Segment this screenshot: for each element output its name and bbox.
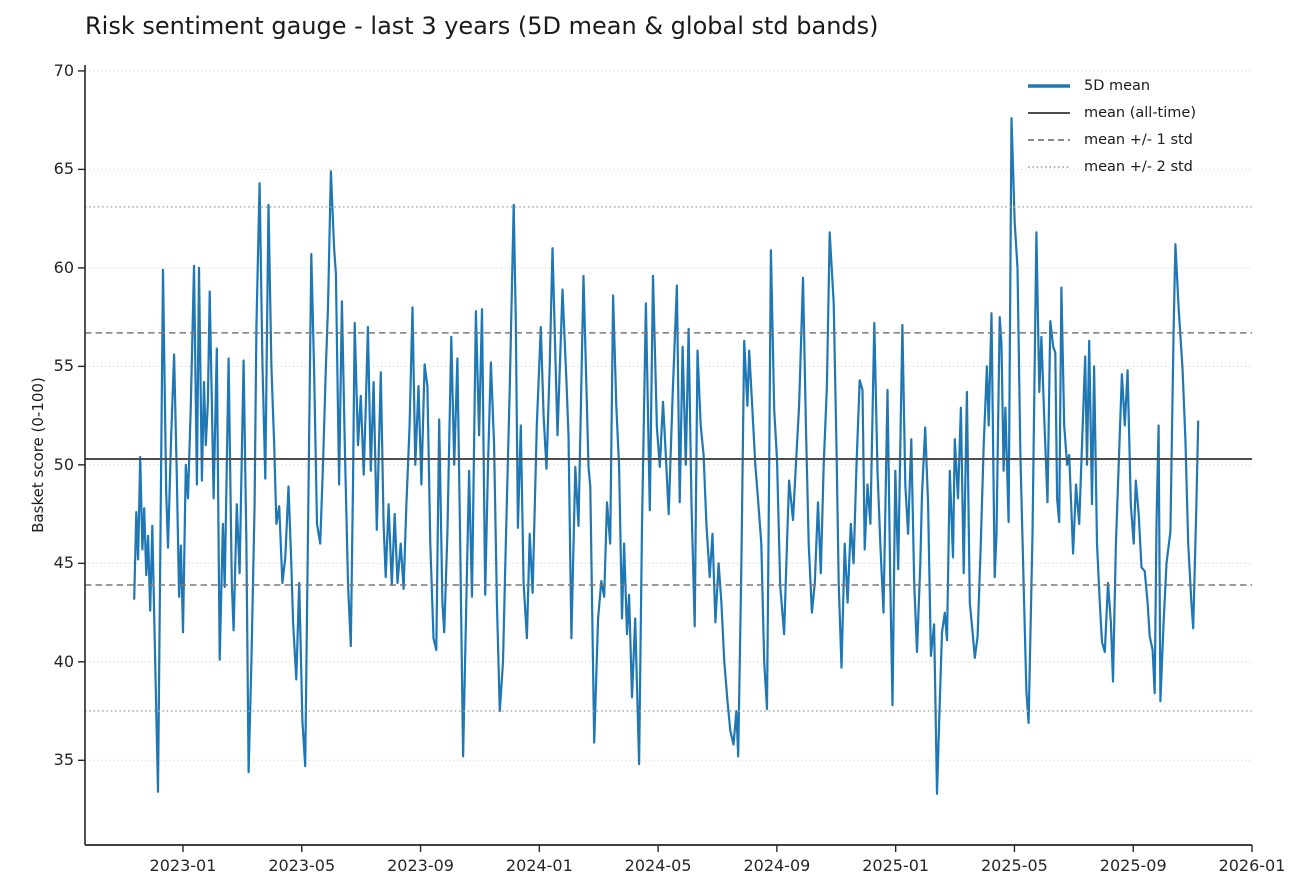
legend-item-label: mean +/- 2 std	[1084, 159, 1193, 175]
x-tick-label: 2025-09	[1099, 856, 1167, 875]
legend-item-label: 5D mean	[1084, 78, 1151, 94]
legend-solid-line-icon	[1028, 112, 1070, 114]
y-tick-label: 55	[53, 356, 74, 376]
legend-item-label: mean (all-time)	[1084, 105, 1196, 121]
y-tick-label: 65	[53, 159, 74, 179]
y-tick-label: 70	[53, 60, 74, 80]
legend-blue-line-icon	[1028, 84, 1070, 88]
x-tick-label: 2025-05	[980, 856, 1048, 875]
x-tick-label: 2024-05	[624, 856, 692, 875]
legend-item-mean-1std: mean +/- 1 std	[1026, 129, 1196, 151]
series-5d-mean-line	[133, 117, 1200, 795]
legend-item-mean-all-time: mean (all-time)	[1026, 102, 1196, 124]
legend-dotted-line-icon	[1028, 166, 1070, 168]
y-tick-label: 35	[53, 750, 74, 770]
legend-item-mean-2std: mean +/- 2 std	[1026, 156, 1196, 178]
x-tick-label: 2023-05	[268, 856, 336, 875]
legend-item-label: mean +/- 1 std	[1084, 132, 1193, 148]
x-tick-label: 2024-01	[505, 856, 573, 875]
y-tick-label: 40	[53, 651, 74, 671]
y-tick-label: 45	[53, 553, 74, 573]
x-tick-label: 2025-01	[862, 856, 930, 875]
legend: 5D mean mean (all-time) mean +/- 1 std m…	[1026, 75, 1196, 183]
x-tick-label: 2026-01	[1218, 856, 1286, 875]
legend-dashed-line-icon	[1028, 139, 1070, 141]
x-tick-label: 2023-01	[149, 856, 217, 875]
x-tick-label: 2023-09	[387, 856, 454, 875]
y-tick-label: 60	[53, 257, 74, 277]
y-tick-label: 50	[53, 454, 74, 474]
legend-item-5d-mean: 5D mean	[1026, 75, 1196, 97]
x-tick-label: 2024-09	[743, 856, 811, 875]
chart-title: Risk sentiment gauge - last 3 years (5D …	[85, 12, 879, 40]
